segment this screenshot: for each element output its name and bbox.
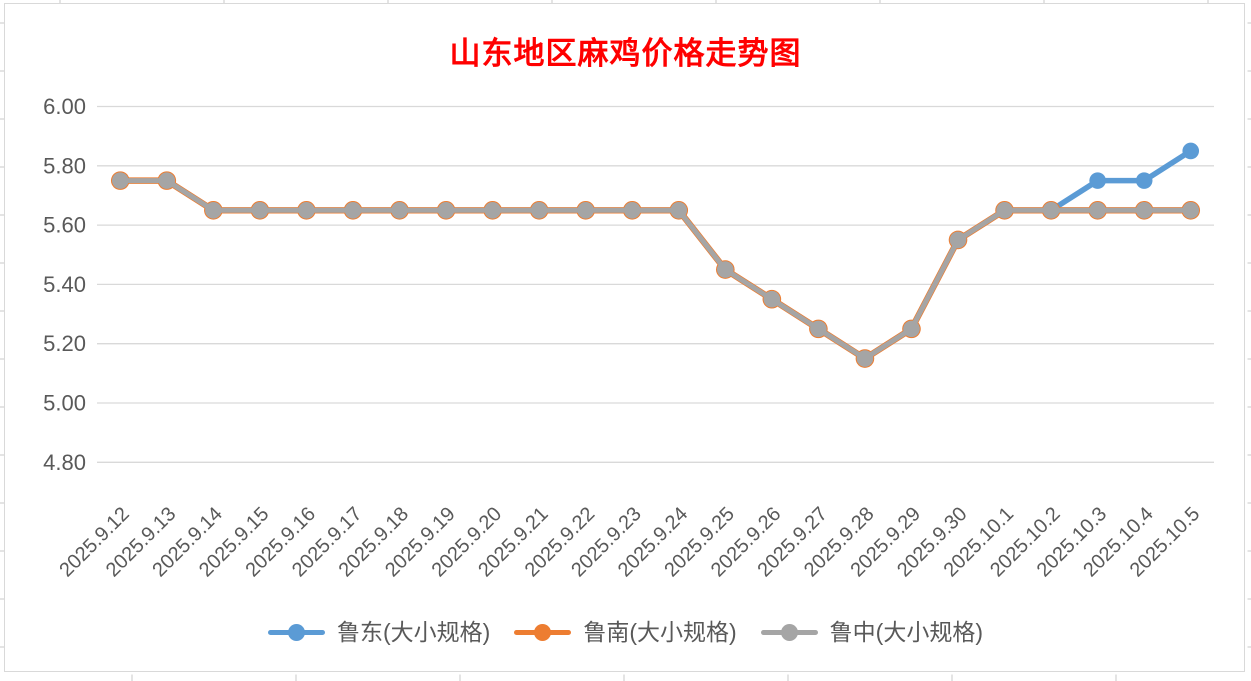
- series-ludong-line: [117, 148, 1194, 362]
- series-luzhong-point: [1042, 201, 1060, 219]
- series-ludong-point: [1135, 172, 1153, 189]
- series-luzhong-point: [205, 201, 222, 219]
- series-luzhong: [111, 172, 1200, 367]
- series-luzhong-point: [949, 231, 967, 249]
- legend-label-luzhong: 鲁中(大小规格): [829, 618, 983, 645]
- y-axis-label: 4.80: [43, 450, 86, 475]
- series-luzhong-point: [670, 201, 688, 219]
- chart-title: 山东地区麻鸡价格走势图: [449, 36, 802, 71]
- series-luzhong-point: [623, 201, 641, 219]
- legend-marker-luzhong-icon: [760, 623, 818, 641]
- series-luzhong-point: [344, 201, 362, 219]
- series-luzhong-point: [856, 350, 874, 367]
- chart-frame: [4, 3, 1245, 672]
- series-luzhong-point: [251, 201, 269, 219]
- series-luzhong-point: [717, 261, 734, 278]
- y-axis-label: 5.40: [43, 272, 86, 297]
- y-axis-label: 6.00: [43, 94, 86, 119]
- series-luzhong-point: [530, 201, 548, 219]
- series-luzhong-point: [1089, 201, 1106, 219]
- y-axis-label: 5.20: [43, 331, 86, 356]
- series-lunan-line: [117, 177, 1194, 362]
- legend-marker-lunan-icon: [514, 623, 572, 641]
- series-luzhong-point: [996, 201, 1013, 219]
- y-axis-label: 5.60: [43, 213, 86, 238]
- legend-item-luzhong: 鲁中(大小规格): [760, 618, 983, 645]
- series-ludong: [111, 142, 1200, 367]
- series-lunan: [110, 171, 1201, 368]
- legend-item-ludong: 鲁东(大小规格): [268, 618, 491, 645]
- y-axis: 6.00 5.80 5.60 5.40 5.20 5.00 4.80: [43, 94, 86, 475]
- y-axis-label: 5.80: [43, 153, 86, 178]
- series-luzhong-point: [577, 201, 594, 219]
- legend-label-lunan: 鲁南(大小规格): [583, 618, 737, 645]
- series-luzhong-point: [111, 172, 129, 189]
- x-axis: 2025.9.122025.9.132025.9.142025.9.152025…: [55, 503, 1204, 581]
- series-luzhong-point: [763, 290, 781, 308]
- series-luzhong-point: [810, 320, 827, 338]
- series-luzhong-point: [158, 172, 176, 189]
- legend-item-lunan: 鲁南(大小规格): [514, 618, 737, 645]
- series-luzhong-point: [903, 320, 920, 338]
- legend: 鲁东(大小规格) 鲁南(大小规格) 鲁中(大小规格): [0, 615, 1251, 649]
- y-axis-label: 5.00: [43, 391, 86, 416]
- series-luzhong-point: [298, 201, 315, 219]
- series-luzhong-point: [1135, 201, 1153, 219]
- legend-label-ludong: 鲁东(大小规格): [337, 618, 491, 645]
- legend-marker-ludong-icon: [268, 623, 325, 641]
- series-luzhong-point: [391, 201, 408, 219]
- series-luzhong-point: [437, 201, 455, 219]
- series-luzhong-point: [484, 201, 501, 219]
- series-luzhong-point: [1182, 201, 1200, 219]
- series-ludong-point: [1182, 142, 1200, 160]
- gridlines: [97, 105, 1214, 463]
- series-ludong-point: [1089, 172, 1106, 189]
